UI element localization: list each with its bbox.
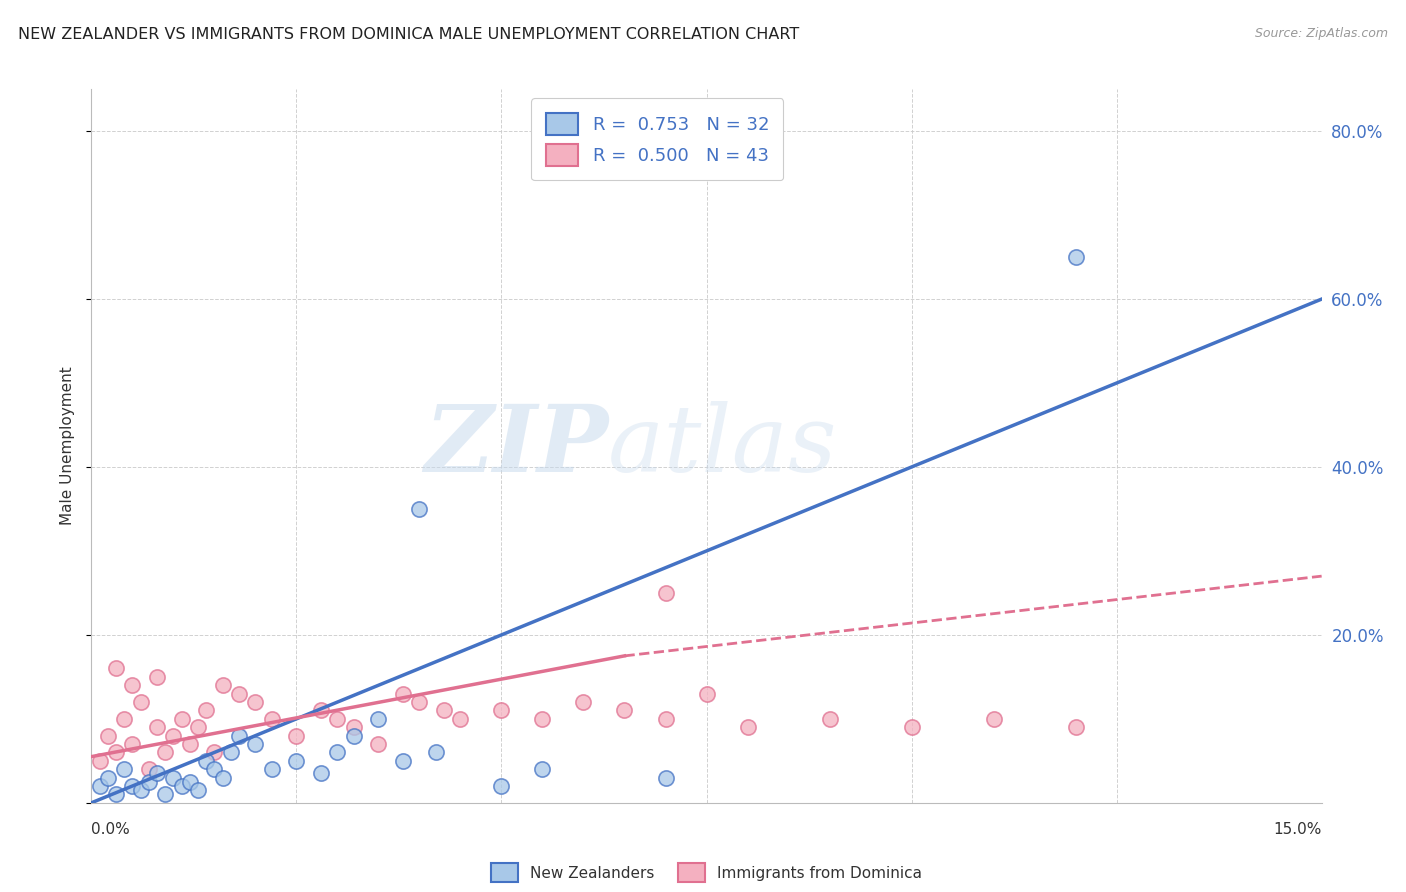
Point	[89, 754, 111, 768]
Point	[613, 703, 636, 717]
Text: Source: ZipAtlas.com: Source: ZipAtlas.com	[1254, 27, 1388, 40]
Point	[89, 779, 111, 793]
Legend: New Zealanders, Immigrants from Dominica: New Zealanders, Immigrants from Dominica	[485, 857, 928, 888]
Point	[202, 762, 225, 776]
Point	[105, 788, 127, 802]
Point	[105, 746, 127, 760]
Point	[129, 783, 152, 797]
Point	[153, 788, 177, 802]
Point	[737, 720, 759, 734]
Point	[491, 703, 513, 717]
Point	[138, 774, 160, 789]
Point	[187, 783, 209, 797]
Point	[408, 695, 430, 709]
Point	[211, 771, 233, 785]
Text: atlas: atlas	[607, 401, 838, 491]
Point	[531, 762, 554, 776]
Text: 0.0%: 0.0%	[91, 822, 131, 837]
Point	[146, 670, 169, 684]
Point	[97, 729, 120, 743]
Point	[228, 729, 250, 743]
Point	[195, 754, 218, 768]
Point	[179, 737, 201, 751]
Point	[170, 779, 193, 793]
Point	[900, 720, 922, 734]
Point	[170, 712, 193, 726]
Point	[531, 712, 554, 726]
Point	[153, 746, 177, 760]
Point	[112, 712, 135, 726]
Point	[433, 703, 456, 717]
Point	[491, 779, 513, 793]
Point	[343, 720, 366, 734]
Point	[654, 586, 676, 600]
Point	[309, 703, 332, 717]
Point	[121, 737, 143, 751]
Point	[121, 779, 143, 793]
Point	[138, 762, 160, 776]
Point	[1064, 720, 1087, 734]
Point	[245, 737, 267, 751]
Point	[195, 703, 218, 717]
Point	[654, 771, 676, 785]
Point	[285, 754, 308, 768]
Point	[285, 729, 308, 743]
Y-axis label: Male Unemployment: Male Unemployment	[60, 367, 76, 525]
Point	[654, 712, 676, 726]
Point	[202, 746, 225, 760]
Point	[146, 720, 169, 734]
Point	[97, 771, 120, 785]
Point	[245, 695, 267, 709]
Point	[572, 695, 595, 709]
Point	[1064, 250, 1087, 264]
Point	[449, 712, 471, 726]
Point	[309, 766, 332, 780]
Point	[260, 712, 283, 726]
Point	[105, 661, 127, 675]
Text: ZIP: ZIP	[423, 401, 607, 491]
Point	[187, 720, 209, 734]
Point	[367, 737, 389, 751]
Point	[983, 712, 1005, 726]
Point	[367, 712, 389, 726]
Point	[408, 502, 430, 516]
Point	[343, 729, 366, 743]
Point	[228, 687, 250, 701]
Point	[179, 774, 201, 789]
Text: 15.0%: 15.0%	[1274, 822, 1322, 837]
Point	[326, 712, 349, 726]
Text: NEW ZEALANDER VS IMMIGRANTS FROM DOMINICA MALE UNEMPLOYMENT CORRELATION CHART: NEW ZEALANDER VS IMMIGRANTS FROM DOMINIC…	[18, 27, 800, 42]
Point	[695, 687, 717, 701]
Point	[818, 712, 841, 726]
Point	[425, 746, 447, 760]
Point	[162, 771, 184, 785]
Point	[326, 746, 349, 760]
Point	[146, 766, 169, 780]
Point	[112, 762, 135, 776]
Point	[392, 687, 415, 701]
Point	[260, 762, 283, 776]
Point	[129, 695, 152, 709]
Point	[121, 678, 143, 692]
Point	[162, 729, 184, 743]
Point	[392, 754, 415, 768]
Point	[211, 678, 233, 692]
Point	[219, 746, 242, 760]
